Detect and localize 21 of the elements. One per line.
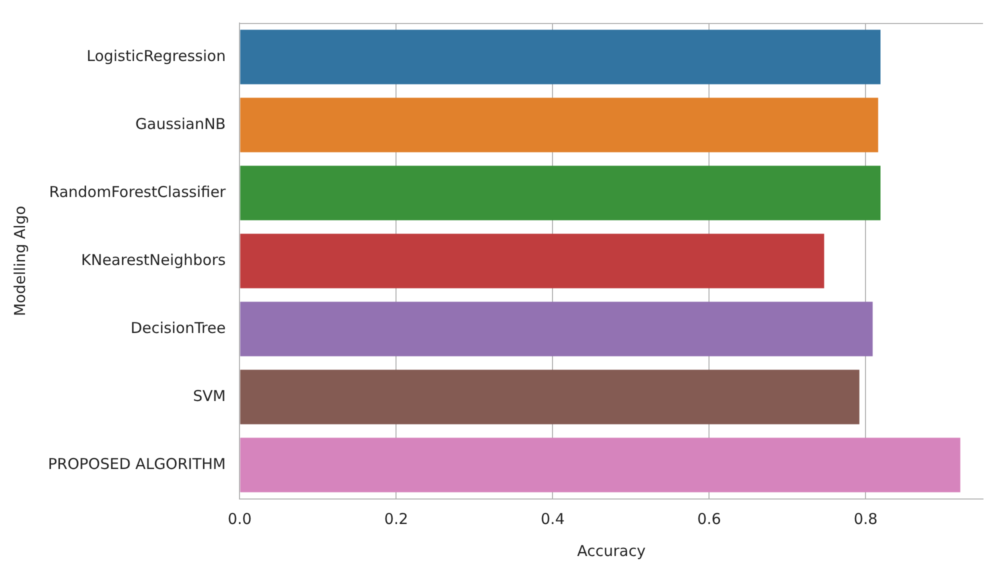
y-tick-label: SVM [192, 386, 226, 405]
bar [240, 302, 873, 356]
bar [240, 98, 878, 152]
bar [240, 438, 960, 492]
y-tick-label: GaussianNB [135, 114, 226, 133]
bar [240, 370, 860, 424]
x-tick-label: 0.6 [697, 510, 722, 528]
x-tick-label: 0.2 [384, 510, 408, 528]
bar [240, 166, 881, 220]
y-tick-label: LogisticRegression [86, 46, 226, 65]
y-tick-label: DecisionTree [130, 318, 226, 337]
y-tick-label: PROPOSED ALGORITHM [48, 454, 226, 473]
x-tick-label: 0.0 [228, 510, 252, 528]
y-tick-label: RandomForestClassifier [49, 182, 227, 201]
y-tick-label: KNearestNeighbors [81, 250, 226, 269]
bar [240, 30, 881, 84]
y-axis-title: Modelling Algo [10, 206, 29, 316]
x-tick-label: 0.4 [540, 510, 565, 528]
x-tick-label: 0.8 [854, 510, 878, 528]
bar [240, 234, 824, 288]
x-axis-title: Accuracy [577, 542, 646, 560]
